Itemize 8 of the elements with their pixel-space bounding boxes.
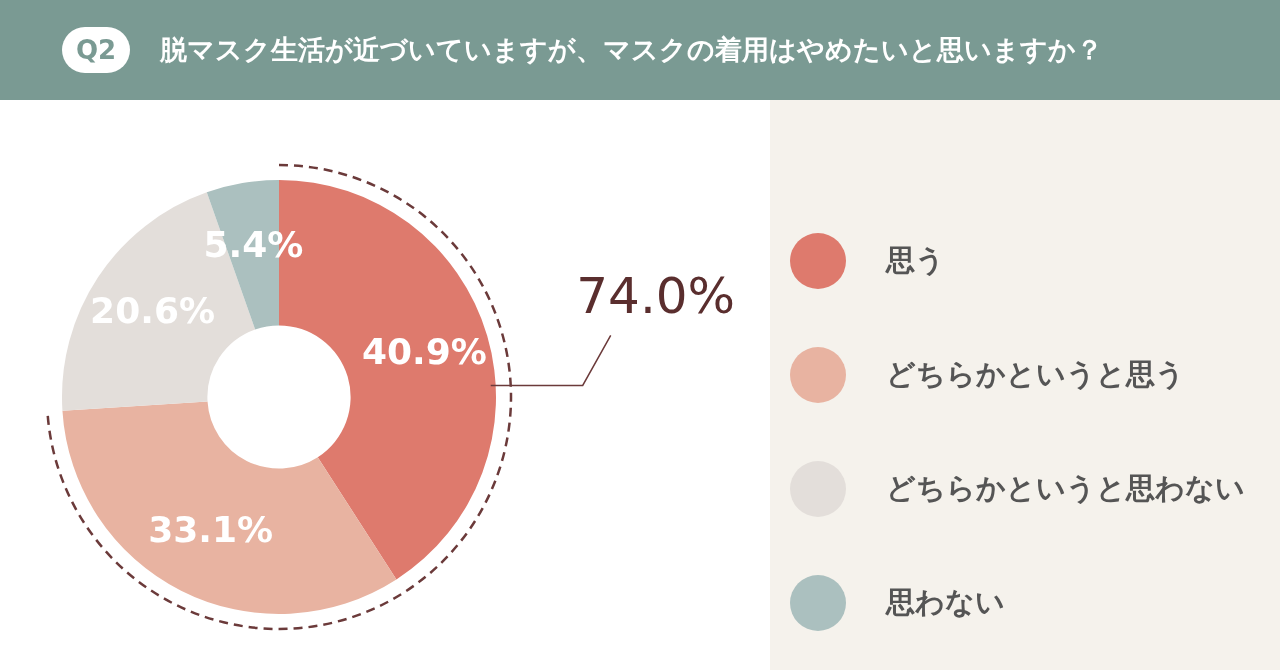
legend-label: どちらかというと思わない [886,470,1245,507]
chart-title: Q2 脱マスク生活が近づいていますが、マスクの着用はやめたいと思いますか？ [75,34,1103,65]
data-label: 33.1% [148,508,274,550]
legend-label: 思う [886,242,945,279]
legend-label: 思わない [886,584,1005,621]
data-label: 40.9% [361,330,487,372]
text: 74.0% [576,267,736,326]
legend-label: どちらかというと思う [886,356,1185,393]
